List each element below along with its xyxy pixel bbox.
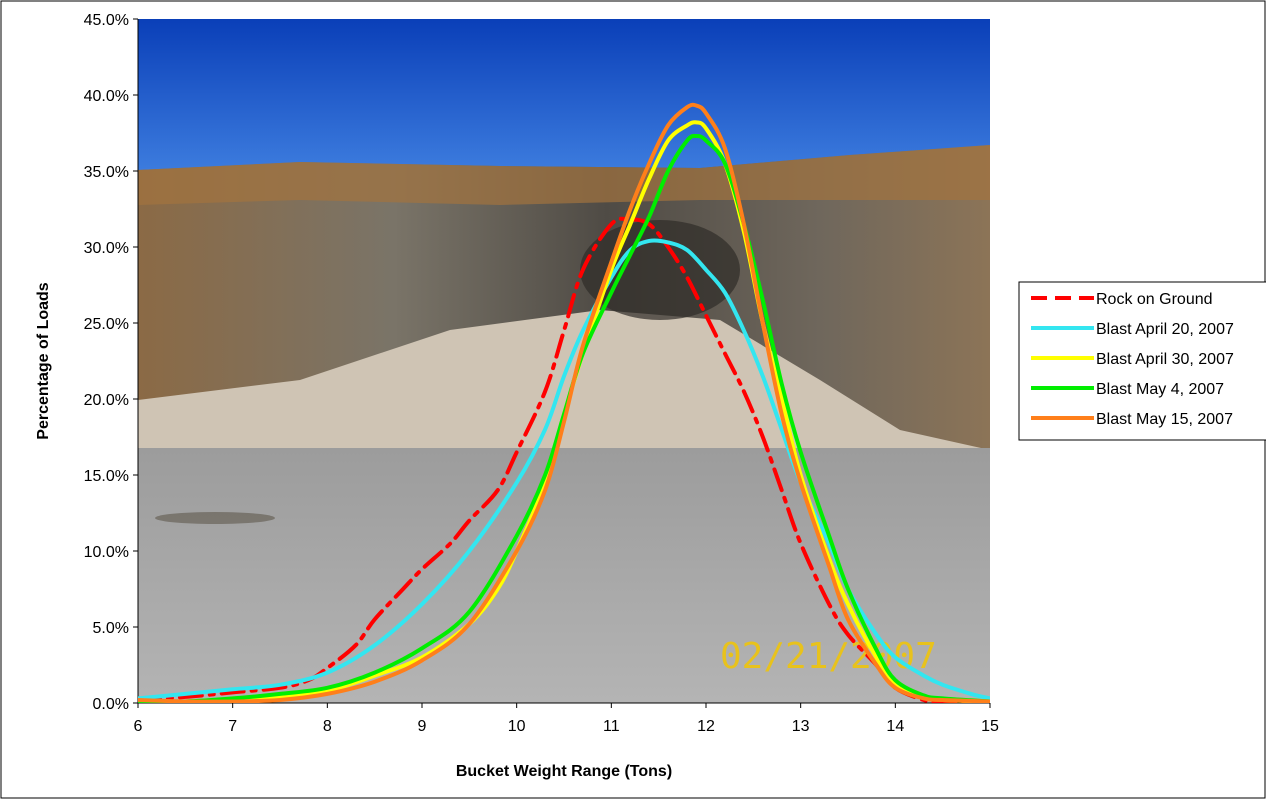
legend: Rock on Ground Blast April 20, 2007 Blast … [1018, 281, 1266, 441]
x-tick-label: 10 [508, 718, 526, 735]
x-tick-label: 15 [981, 718, 999, 735]
series-layer [138, 102, 990, 703]
series-line-3 [138, 133, 990, 703]
y-tick-label: 0.0% [93, 696, 129, 713]
x-tick-label: 13 [792, 718, 810, 735]
y-tick-label: 20.0% [84, 392, 129, 409]
legend-label: Blast May 15, 2007 [1096, 411, 1233, 428]
x-tick-label: 9 [418, 718, 427, 735]
sky [138, 19, 990, 179]
y-tick-label: 35.0% [84, 164, 129, 181]
y-tick-label: 15.0% [84, 468, 129, 485]
series-line-4 [138, 102, 990, 703]
x-ticks: 6 7 8 9 10 11 12 13 14 15 [134, 703, 999, 735]
legend-label: Blast April 30, 2007 [1096, 351, 1234, 368]
x-tick-label: 11 [603, 718, 620, 735]
x-tick-label: 12 [697, 718, 715, 735]
y-tick-label: 40.0% [84, 88, 129, 105]
legend-label: Rock on Ground [1096, 291, 1213, 308]
x-tick-label: 8 [323, 718, 332, 735]
photo-date-stamp: 02/21/2007 [720, 636, 937, 677]
y-tick-label: 25.0% [84, 316, 129, 333]
y-tick-label: 45.0% [84, 12, 129, 29]
series-line-0 [138, 216, 990, 703]
y-tick-label: 10.0% [84, 544, 129, 561]
x-tick-label: 14 [886, 718, 904, 735]
x-tick-label: 7 [228, 718, 237, 735]
series-line-1 [138, 238, 990, 701]
puddle [155, 512, 275, 524]
series-line-2 [138, 120, 990, 703]
legend-label: Blast May 4, 2007 [1096, 381, 1224, 398]
quarry-photo-background: 02/21/2007 [138, 19, 990, 703]
dirt-layer [138, 145, 990, 205]
ground [138, 448, 990, 703]
y-axis-title: Percentage of Loads [35, 282, 52, 439]
y-tick-label: 30.0% [84, 240, 129, 257]
y-ticks: 0.0% 5.0% 10.0% 15.0% 20.0% 25.0% 30.0% 35.0% 40… [84, 12, 138, 713]
rock-pile [138, 310, 990, 460]
legend-box [1018, 281, 1266, 441]
y-tick-label: 5.0% [93, 620, 129, 637]
legend-label: Blast April 20, 2007 [1096, 321, 1234, 338]
x-axis-title: Bucket Weight Range (Tons) [456, 763, 672, 780]
x-tick-label: 6 [134, 718, 143, 735]
